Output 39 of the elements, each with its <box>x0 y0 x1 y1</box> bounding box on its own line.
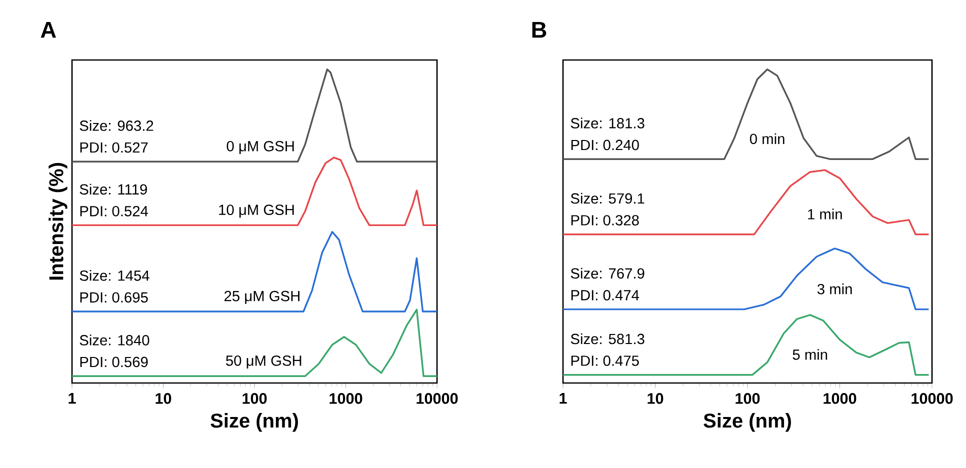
series-label: 25 μM GSH <box>224 290 300 304</box>
x-axis-title: Size (nm) <box>210 413 298 432</box>
annotation: PDI: 0.475 <box>571 356 639 366</box>
series-label: 5 min <box>792 349 828 360</box>
annotation: Size: 767.9 <box>570 268 644 279</box>
series-label: 3 min <box>817 284 852 294</box>
annotation: PDI: 0.328 <box>571 215 639 226</box>
annotation: Size: 579.1 <box>570 192 644 204</box>
chart-title: A <box>40 22 56 38</box>
x-tick-label: 10000 <box>912 393 953 404</box>
series-label: 10 μM GSH <box>219 204 294 218</box>
x-tick-label: 1 <box>560 393 567 404</box>
annotation: Size: 1119 <box>80 184 147 195</box>
annotation: PDI: 0.240 <box>571 140 639 150</box>
x-tick-label: 1 <box>68 393 76 404</box>
x-tick-label: 10 <box>156 393 172 404</box>
x-tick-label: 10000 <box>416 393 458 404</box>
x-axis-title: Size (nm) <box>704 413 791 432</box>
x-tick-label: 100 <box>242 393 267 404</box>
annotation: PDI: 0.524 <box>80 206 148 216</box>
series-label: 1 min <box>808 208 842 220</box>
series-label: 0 μM GSH <box>226 140 294 154</box>
annotation: Size: 181.3 <box>570 118 644 128</box>
annotation: Size: 963.2 <box>80 120 154 131</box>
annotation: PDI: 0.569 <box>80 356 148 368</box>
x-tick-label: 10 <box>648 393 664 404</box>
y-axis-title: Intensity (%) <box>48 163 68 280</box>
x-tick-label: 1000 <box>330 393 362 404</box>
annotation: Size: 1454 <box>80 270 150 281</box>
annotation: PDI: 0.695 <box>80 292 148 303</box>
series-label: 0 min <box>750 133 784 144</box>
series-label: 50 μM GSH <box>226 355 302 369</box>
annotation: PDI: 0.474 <box>571 290 640 300</box>
chart-title: B <box>532 22 546 38</box>
x-tick-label: 1000 <box>824 393 856 404</box>
x-tick-label: 100 <box>736 393 760 404</box>
annotation: PDI: 0.527 <box>80 142 148 153</box>
annotation: Size: 1840 <box>80 334 150 346</box>
annotation: Size: 581.3 <box>570 333 644 344</box>
